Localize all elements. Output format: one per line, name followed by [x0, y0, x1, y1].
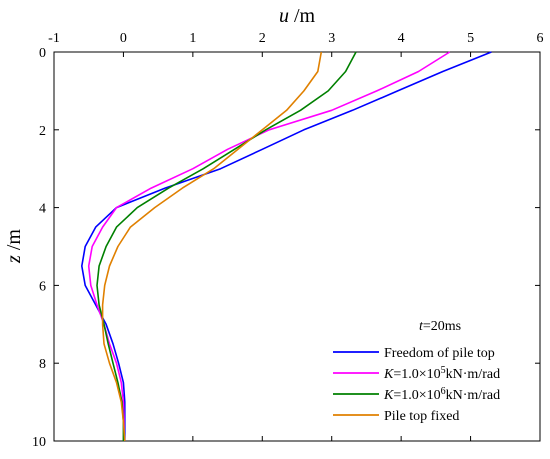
legend-label-var: K — [383, 367, 394, 382]
y-tick-label: 8 — [39, 357, 46, 372]
legend-label-var: K — [383, 388, 394, 403]
series-group — [81, 51, 492, 442]
y-tick-label: 6 — [39, 279, 46, 294]
y-tick-label: 4 — [39, 202, 46, 217]
legend-label-post: Pile top fixed — [384, 409, 459, 424]
legend-label-4: Pile top fixed — [384, 409, 459, 424]
y-axis-label: z /m — [3, 229, 25, 264]
plot-frame — [53, 51, 541, 442]
legend-label-sup: 6 — [441, 386, 446, 397]
legend-title-rest: =20ms — [423, 319, 461, 334]
x-tick-label: 0 — [120, 31, 127, 46]
legend-label-pre: =1.0×10 — [393, 388, 440, 403]
x-tick-label: 1 — [189, 31, 196, 46]
x-tick-label: 4 — [398, 31, 405, 46]
legend-label-3: K=1.0×106kN·m/rad — [383, 386, 500, 404]
legend-label-2: K=1.0×105kN·m/rad — [383, 365, 500, 383]
legend-label-pre: =1.0×10 — [393, 367, 440, 382]
series-line-4 — [101, 51, 323, 442]
legend-label-1: Freedom of pile top — [384, 346, 495, 361]
x-axis-label-unit: /m — [289, 5, 316, 27]
legend-title: t=20ms — [419, 319, 461, 334]
y-axis-label-unit: /m — [3, 229, 25, 256]
y-axis-ticks: 0 2 4 6 8 10 — [32, 46, 540, 450]
y-axis-label-var: z — [3, 255, 25, 264]
series-line-3 — [96, 51, 357, 441]
legend-label-sup: 5 — [441, 365, 446, 376]
series-line-2 — [87, 51, 451, 441]
x-tick-label: 5 — [467, 31, 474, 46]
x-axis-label: u /m — [279, 5, 316, 27]
legend-label-post: kN·m/rad — [446, 367, 500, 382]
x-tick-label: 3 — [328, 31, 335, 46]
legend: t=20ms Freedom of pile topK=1.0×105kN·m/… — [333, 319, 500, 424]
legend-label-post: kN·m/rad — [446, 388, 500, 403]
x-tick-label: 2 — [259, 31, 266, 46]
x-tick-label: -1 — [48, 31, 60, 46]
legend-label-post: Freedom of pile top — [384, 346, 495, 361]
series-line-1 — [81, 51, 492, 441]
y-tick-label: 0 — [39, 46, 46, 61]
legend-entries: Freedom of pile topK=1.0×105kN·m/radK=1.… — [333, 346, 500, 424]
x-tick-label: 6 — [537, 31, 544, 46]
legend-title-var: t — [419, 319, 424, 334]
y-tick-label: 2 — [39, 124, 46, 139]
x-axis-label-var: u — [279, 5, 289, 27]
x-axis-ticks: -1 0 1 2 3 4 5 6 — [48, 31, 544, 441]
y-tick-label: 10 — [32, 435, 46, 450]
